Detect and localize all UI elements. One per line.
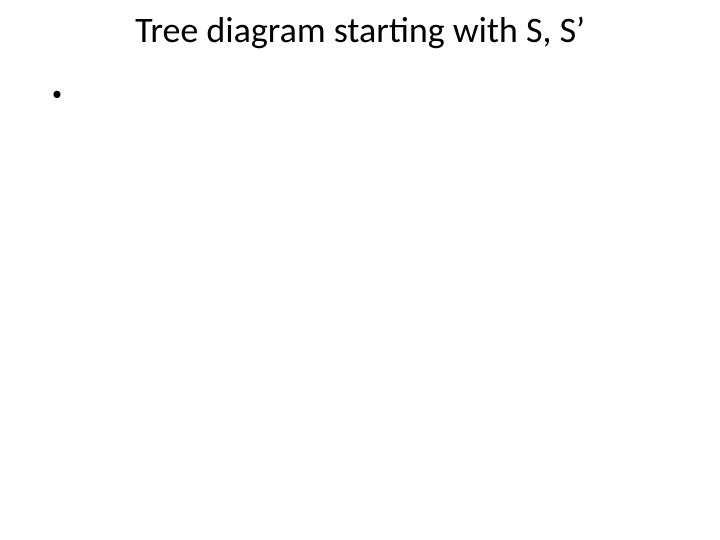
slide: Tree diagram starting with S, S’ •	[0, 0, 720, 540]
bullet-item: •	[52, 84, 668, 104]
bullet-marker: •	[52, 84, 62, 104]
bullet-list: •	[52, 84, 668, 104]
slide-title: Tree diagram starting with S, S’	[0, 8, 720, 52]
